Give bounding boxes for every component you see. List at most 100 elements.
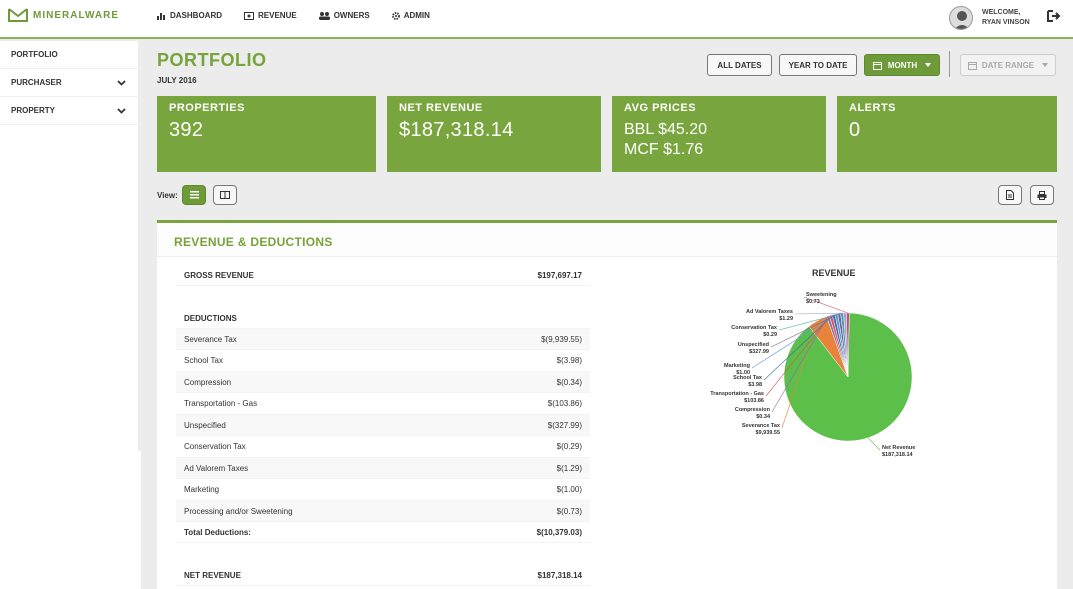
row-label: NET REVENUE [184,570,241,580]
pie-label-value: $187,318.14 [882,452,914,458]
page-subtitle: JULY 2016 [157,76,197,85]
month-label: MONTH [887,60,918,70]
revenue-pie-chart: Net Revenue$187,318.14 Severance Tax$9,93… [710,292,915,458]
chevron-down-icon [117,79,126,86]
logout-button[interactable] [1047,9,1061,27]
gear-icon [391,11,400,20]
pie-leader-line [803,296,848,314]
date-range-dropdown[interactable]: DATE RANGE [960,54,1056,76]
column-view-button[interactable] [213,185,237,205]
net-revenue-row: NET REVENUE $187,318.14 [176,565,590,586]
logout-icon [1047,10,1061,22]
pie-label-name: Ad Valorem Taxes [746,309,793,315]
list-view-button[interactable] [182,185,206,205]
money-icon [244,11,254,20]
row-value: $(10,379.03) [536,527,582,537]
nav-dashboard-label: DASHBOARD [170,11,222,20]
sidebar-item-label: PURCHASER [11,78,62,87]
pie-label-value: $0.73 [806,299,820,305]
pie-leader-line [781,320,818,429]
row-label: Total Deductions: [184,527,251,537]
pie-label-name: Sweetening [806,292,837,298]
row-value: $(103.86) [547,399,582,408]
properties-card[interactable]: PROPERTIES 392 [157,96,376,172]
list-icon [189,191,199,199]
ytd-label: YEAR TO DATE [788,60,848,70]
chart-title: REVENUE [812,268,856,278]
pie-label-name: Transportation - Gas [710,391,764,397]
logo[interactable]: MINERALWARE [8,7,119,23]
card-value: $187,318.14 [399,119,514,141]
card-label: AVG PRICES [624,102,697,114]
card-label: NET REVENUE [399,102,483,114]
row-label: GROSS REVENUE [184,270,254,280]
print-button[interactable] [1030,185,1054,205]
month-dropdown[interactable]: MONTH [864,54,940,76]
avg-prices-card[interactable]: AVG PRICES BBL $45.20 MCF $1.76 [612,96,826,172]
welcome-label: WELCOME, [982,9,1021,16]
row-label: Compression [184,377,232,387]
row-value: $(1.29) [556,463,582,473]
sidebar-item-portfolio[interactable]: PORTFOLIO [0,41,138,69]
gross-revenue-row: GROSS REVENUE $197,697.17 [176,265,590,286]
pie-label-value: $327.99 [749,349,769,355]
sidebar-item-property[interactable]: PROPERTY [0,97,138,125]
nav-revenue[interactable]: REVENUE [244,11,297,20]
row-value: $(0.29) [556,442,582,451]
all-dates-label: ALL DATES [717,60,762,70]
caret-down-icon [1042,63,1049,67]
sidebar-item-purchaser[interactable]: PURCHASER [0,69,138,97]
nav-dashboard[interactable]: DASHBOARD [157,11,222,20]
row-value: $(0.34) [556,377,582,387]
all-dates-button[interactable]: ALL DATES [707,54,772,76]
row-label: Ad Valorem Taxes [184,463,249,473]
page-title: PORTFOLIO [157,50,267,70]
bbl-price: BBL $45.20 [624,121,708,138]
row-value: $(9,939.55) [541,334,582,344]
year-to-date-button[interactable]: YEAR TO DATE [779,54,857,76]
nav-admin[interactable]: ADMIN [391,11,430,20]
bar-chart-icon [157,12,165,20]
net-revenue-card[interactable]: NET REVENUE $187,318.14 [387,96,601,172]
deduction-row: Processing and/or Sweetening $(0.73) [176,501,590,522]
avatar[interactable] [949,6,973,30]
row-label: Transportation - Gas [184,399,258,408]
deduction-row: Marketing $(1.00) [176,480,590,501]
pie-label-name: Unspecified [738,342,769,348]
pie-label-value: $103.86 [744,398,764,404]
caret-down-icon [925,63,932,67]
alerts-card[interactable]: ALERTS 0 [837,96,1057,172]
deduction-row: Compression $(0.34) [176,372,590,393]
users-icon [318,11,330,20]
row-label: Processing and/or Sweetening [184,506,293,516]
panel-title: REVENUE & DEDUCTIONS [174,235,333,249]
print-icon [1037,190,1047,200]
card-value: BBL $45.20 MCF $1.76 [624,120,707,160]
nav-admin-label: ADMIN [403,11,430,20]
pie-leader-line [867,437,881,451]
pie-label-value: $9,939.55 [756,430,780,436]
export-button[interactable] [998,185,1022,205]
sidebar-footer [0,451,141,589]
calendar-icon [872,61,882,70]
row-value: $197,697.17 [537,270,583,280]
deduction-row: Conservation Tax $(0.29) [176,437,590,458]
pie-label-name: Compression [735,407,771,413]
card-value: 0 [849,119,861,141]
user-name: RYAN VINSON [982,19,1030,26]
row-value: $(1.00) [556,485,582,494]
columns-icon [220,191,230,199]
row-value: $(3.98) [556,356,582,365]
nav-owners[interactable]: OWNERS [318,11,370,20]
pie-label-name: Conservation Tax [731,325,778,331]
pie-label-value: $3.98 [748,382,762,388]
sidebar: PORTFOLIO PURCHASER PROPERTY [0,41,138,451]
sidebar-item-label: PORTFOLIO [11,50,58,59]
pie-label-value: $0.29 [763,332,777,338]
deduction-row: Unspecified $(327.99) [176,415,590,436]
row-value: $187,318.14 [537,570,583,580]
nav-owners-label: OWNERS [333,11,370,20]
main-nav: DASHBOARD REVENUE OWNERS ADMIN [157,11,452,20]
logo-mark-icon [8,8,28,22]
sidebar-item-label: PROPERTY [11,106,56,115]
